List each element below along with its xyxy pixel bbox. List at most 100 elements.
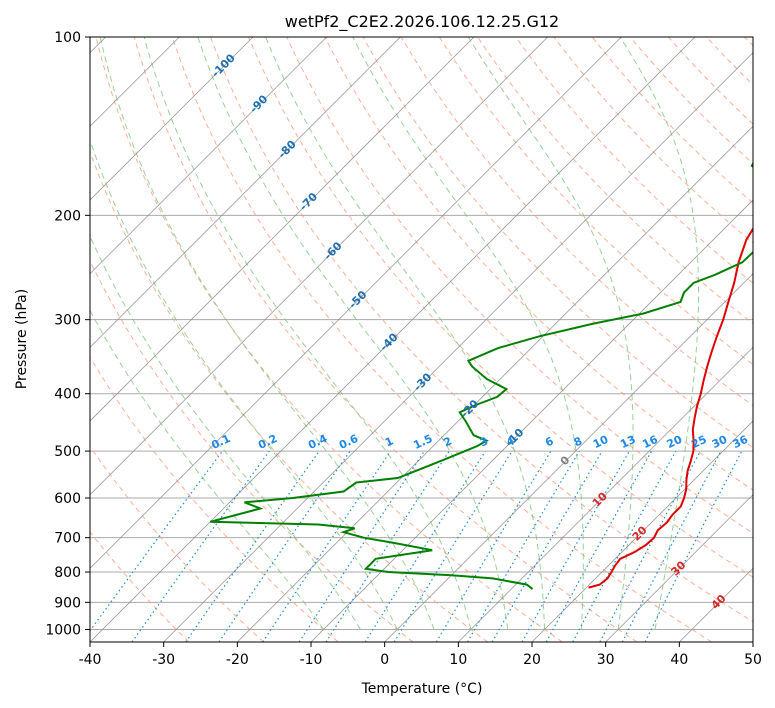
x-tick-label: -30 [152, 652, 175, 668]
dewpoint-profile-line [209, 161, 753, 590]
y-tick-label: 100 [54, 30, 81, 46]
dry-adiabat-line [248, 37, 753, 578]
mixing-ratio-label: 25 [689, 433, 708, 451]
isotherm-line [605, 494, 753, 642]
x-tick-label: 50 [744, 652, 762, 668]
moist-adiabat-line [143, 37, 472, 630]
mixing-ratio-label: 20 [665, 433, 685, 451]
dry-adiabat-line [171, 37, 712, 642]
y-tick-label: 600 [54, 491, 81, 507]
x-tick-label: -10 [300, 652, 323, 668]
mixing-ratio-label: 30 [710, 433, 730, 451]
y-tick-label: 200 [54, 208, 81, 224]
x-tick-label: 20 [523, 652, 541, 668]
dry-adiabat-line [729, 0, 775, 642]
isopleth-labels: -100-90-80-70-60-50-40-30-20-10010203040… [209, 51, 750, 612]
dry-adiabat-line [209, 37, 753, 623]
mixing-ratio-label: 0.1 [209, 432, 232, 452]
isotherm-line [90, 37, 622, 569]
y-axis: 100 200 300 400 500 600 700 800 900 1000 [45, 30, 90, 638]
isotherm-line [310, 199, 753, 642]
x-tick-label: -20 [226, 652, 249, 668]
isotherm-label: -40 [377, 330, 400, 353]
dry-adiabat-line [90, 445, 264, 642]
isotherms [90, 37, 753, 642]
profile-series [209, 161, 753, 590]
dry-adiabat-line [400, 37, 753, 407]
dry-adiabat-line [629, 37, 753, 165]
y-tick-label: 300 [54, 313, 81, 329]
mixing-ratio-label: 16 [640, 433, 660, 451]
isotherm-label: 20 [630, 523, 650, 543]
mixing-ratio-lines [90, 450, 743, 642]
isotherm-line [679, 567, 753, 642]
mixing-ratio-line [466, 450, 580, 642]
isotherm-label: -50 [346, 288, 369, 311]
dry-adiabat-line [515, 37, 753, 284]
moist-adiabat-line [90, 235, 361, 630]
mixing-ratio-label: 13 [618, 433, 637, 451]
x-axis: -40 -30 -20 -10 0 10 20 30 40 50 [79, 642, 762, 668]
mixing-ratio-label: 1 [383, 434, 395, 449]
moist-adiabat-line [197, 37, 509, 630]
mixing-ratio-label: 3 [478, 434, 490, 449]
dry-adiabat-line [324, 37, 753, 491]
x-tick-label: 40 [670, 652, 688, 668]
dry-adiabat-line [705, 37, 753, 86]
mixing-ratio-line [599, 450, 702, 642]
moist-adiabat-line [467, 37, 634, 630]
dry-adiabat-line [133, 37, 638, 642]
x-tick-label: 10 [449, 652, 467, 668]
mixing-ratio-line [262, 450, 392, 642]
moist-adiabats [90, 37, 699, 630]
isotherm-line [384, 273, 753, 642]
isotherm-label: -70 [297, 190, 320, 213]
moist-adiabat-line [619, 37, 699, 630]
isotherm-line [90, 37, 401, 348]
y-tick-label: 500 [54, 444, 81, 460]
mixing-ratio-line [435, 450, 552, 642]
moist-adiabat-line [90, 138, 398, 630]
pressure-gridlines [90, 37, 753, 630]
dry-adiabat-line [286, 37, 753, 534]
isotherm-line [90, 37, 696, 642]
x-tick-label: 30 [597, 652, 615, 668]
mixing-ratio-label: 36 [731, 433, 751, 451]
isotherm-line [90, 37, 548, 496]
mixing-ratio-line [218, 450, 351, 642]
x-tick-label: -40 [79, 652, 102, 668]
mixing-ratio-label: 6 [543, 434, 556, 449]
mixing-ratio-line [298, 450, 425, 642]
isotherm-label: 10 [590, 490, 610, 510]
mixing-ratio-line [545, 450, 653, 642]
chart-title: wetPf2_C2E2.2026.106.12.25.G12 [285, 12, 559, 32]
mixing-ratio-line [90, 450, 223, 632]
mixing-ratio-label: 8 [572, 434, 584, 449]
mixing-ratio-label: 10 [591, 433, 611, 451]
y-tick-label: 900 [54, 595, 81, 611]
isotherm-label: 40 [709, 592, 729, 612]
mixing-ratio-line [521, 450, 631, 642]
y-tick-label: 1000 [45, 622, 81, 638]
isotherm-line [531, 420, 753, 642]
isotherm-label: -80 [276, 138, 299, 161]
mixing-ratio-line [185, 450, 320, 642]
mixing-ratio-line [644, 450, 743, 642]
moist-adiabat-line [265, 37, 546, 630]
dry-adiabat-line [438, 37, 753, 366]
isotherm-label: -90 [247, 92, 270, 115]
dry-adiabat-line [90, 150, 488, 642]
y-tick-label: 700 [54, 531, 81, 547]
isotherm-label: -100 [209, 51, 238, 80]
mixing-ratio-line [393, 450, 513, 642]
isotherm-line [237, 125, 753, 642]
mixing-ratio-line [364, 450, 486, 642]
y-tick-label: 400 [54, 387, 81, 403]
plot-frame [89, 36, 754, 643]
y-tick-label: 800 [54, 565, 81, 581]
isotherm-line [752, 641, 753, 642]
mixing-ratio-label: 0.4 [306, 432, 329, 452]
isotherm-label: -30 [411, 370, 434, 393]
y-axis-label: Pressure (hPa) [14, 289, 30, 389]
